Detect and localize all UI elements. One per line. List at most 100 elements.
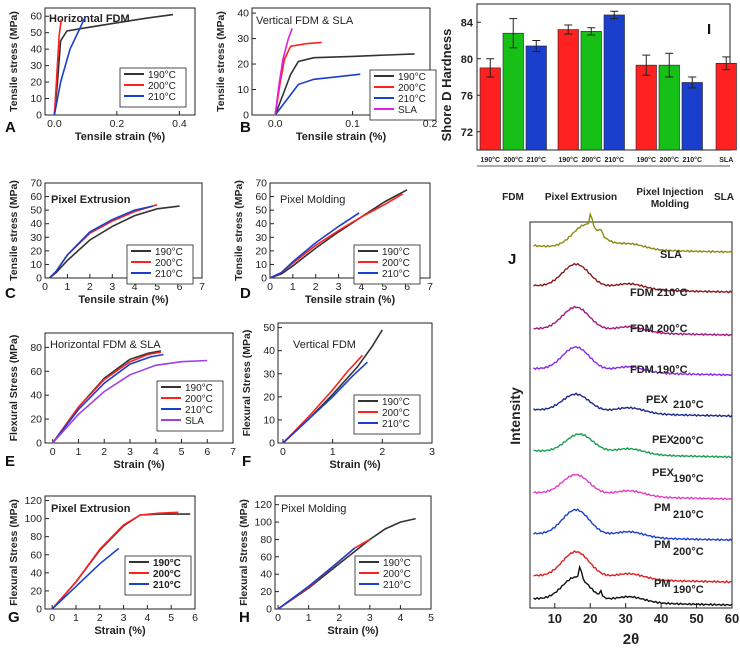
plot-frame: [529, 221, 733, 609]
x-tick-label: 2: [101, 446, 107, 458]
x-tick-label: 5: [179, 446, 185, 458]
series-line-190°C: [48, 205, 180, 279]
x-tick-label: 3: [429, 446, 435, 458]
legend-label: 190°C: [148, 70, 176, 81]
y-tick-label: 40: [260, 569, 272, 581]
plot-frame: [44, 182, 203, 279]
plot-frame: [274, 495, 432, 610]
group-label: SLA: [714, 192, 734, 203]
x-tick-label: 6: [404, 281, 410, 293]
x-tick-label: 0.2: [110, 118, 125, 130]
legend-label: 190°C: [382, 247, 410, 258]
panel-title: Vertical FDM & SLA: [256, 15, 354, 27]
y-tick-label: 0: [243, 110, 249, 122]
panel-title: Horizontal FDM: [49, 13, 130, 25]
xrd-curve-PM 190°C: [533, 564, 733, 607]
y-tick-label: 30: [30, 232, 42, 244]
y-tick-label: 0: [269, 438, 275, 450]
y-tick-label: 60: [255, 191, 267, 203]
series-line-210°C: [269, 212, 360, 279]
x-axis-label: Tensile strain (%): [305, 294, 396, 306]
bar: [525, 45, 547, 151]
bar: [479, 67, 501, 151]
xrd-curve-PM 210°C: [533, 508, 733, 542]
x-axis-label: Tensile strain (%): [78, 294, 169, 306]
series-line-200°C: [52, 351, 162, 444]
panel-letter: A: [5, 119, 16, 136]
x-tick-label: 6: [192, 612, 198, 624]
y-tick-label: 30: [263, 368, 275, 380]
x-axis-label: Strain (%): [327, 625, 379, 637]
x-tick-label: 0.0: [47, 118, 62, 130]
plot-frame: [44, 332, 234, 444]
curve-label: PM: [654, 578, 671, 590]
x-tick-label: 1: [76, 446, 82, 458]
legend-label: 190°C: [185, 383, 213, 394]
x-tick-label: 1: [65, 281, 71, 293]
legend-label: SLA: [398, 105, 417, 116]
y-axis-label: Tensile stress (MPa): [8, 11, 20, 112]
panel-letter: C: [5, 285, 16, 302]
x-tick-label: 3: [336, 281, 342, 293]
legend-label: 190°C: [383, 558, 411, 569]
xrd-curve-PEX 200°C: [533, 432, 733, 459]
y-tick-label: 10: [237, 84, 249, 96]
y-tick-label: 20: [237, 59, 249, 71]
x-tick-label: 0.1: [345, 118, 360, 130]
y-tick-label: 0: [36, 273, 42, 285]
plot-frame: [251, 7, 431, 116]
x-tick-label: 5: [428, 612, 434, 624]
legend-label: 210°C: [398, 94, 426, 105]
y-tick-label: 70: [30, 178, 42, 190]
panel-b: 0.0 0.1 0.2 0 10 20 30 40 Tensile strain (%) Tens…: [215, 7, 438, 143]
legend-label: 200°C: [153, 569, 181, 580]
x-tick-label: 0: [42, 281, 48, 293]
series-line-210°C: [51, 547, 120, 610]
x-tick-label: 5: [154, 281, 160, 293]
x-tick-label: 50: [689, 611, 703, 626]
y-tick-label: 80: [260, 534, 272, 546]
series-line-200°C: [282, 354, 364, 444]
x-tick-label: 0.2: [423, 118, 438, 130]
curve-label: 200°C: [673, 546, 704, 558]
bar-label: 190°C: [480, 156, 500, 164]
y-tick-label: 10: [30, 93, 42, 105]
x-axis-label: Tensile strain (%): [296, 131, 387, 143]
legend-label: 200°C: [155, 258, 183, 269]
legend-label: 200°C: [383, 569, 411, 580]
y-tick-label: 40: [30, 390, 42, 402]
series-line-210°C: [52, 353, 164, 444]
x-tick-label: 0: [267, 281, 273, 293]
panel-h: 0 1 2 3 4 5 0 20 40 60 80 100 120 Strain (%) Flexural …: [238, 495, 434, 637]
plot-frame: [277, 322, 433, 444]
y-tick-label: 40: [30, 44, 42, 56]
x-tick-label: 6: [204, 446, 210, 458]
curve-label: 190°C: [673, 473, 704, 485]
x-tick-label: 4: [397, 612, 403, 624]
legend-label: 210°C: [155, 269, 183, 280]
x-tick-label: 4: [359, 281, 365, 293]
x-tick-label: 7: [230, 446, 236, 458]
y-tick-label: 0: [36, 604, 42, 616]
xrd-curve-PEX 210°C: [533, 392, 733, 418]
x-tick-label: 1: [290, 281, 296, 293]
xrd-curve-SLA: [533, 211, 733, 254]
legend-label: 210°C: [185, 405, 213, 416]
y-axis-label: Flexural Stress (MPa): [8, 335, 20, 442]
y-tick-label: 10: [30, 259, 42, 271]
y-tick-label: 60: [30, 11, 42, 23]
bar: [715, 63, 737, 151]
y-tick-label: 76: [461, 90, 473, 102]
x-tick-label: 1: [73, 612, 79, 624]
y-tick-label: 100: [24, 513, 42, 525]
xrd-curve-PM 200°C: [533, 550, 733, 584]
curve-label: PEX: [652, 434, 675, 446]
panel-title: Horizontal FDM & SLA: [50, 339, 161, 351]
y-tick-label: 72: [461, 127, 473, 139]
x-axis-label: Strain (%): [113, 459, 165, 471]
y-tick-label: 30: [30, 60, 42, 72]
y-tick-label: 50: [30, 205, 42, 217]
